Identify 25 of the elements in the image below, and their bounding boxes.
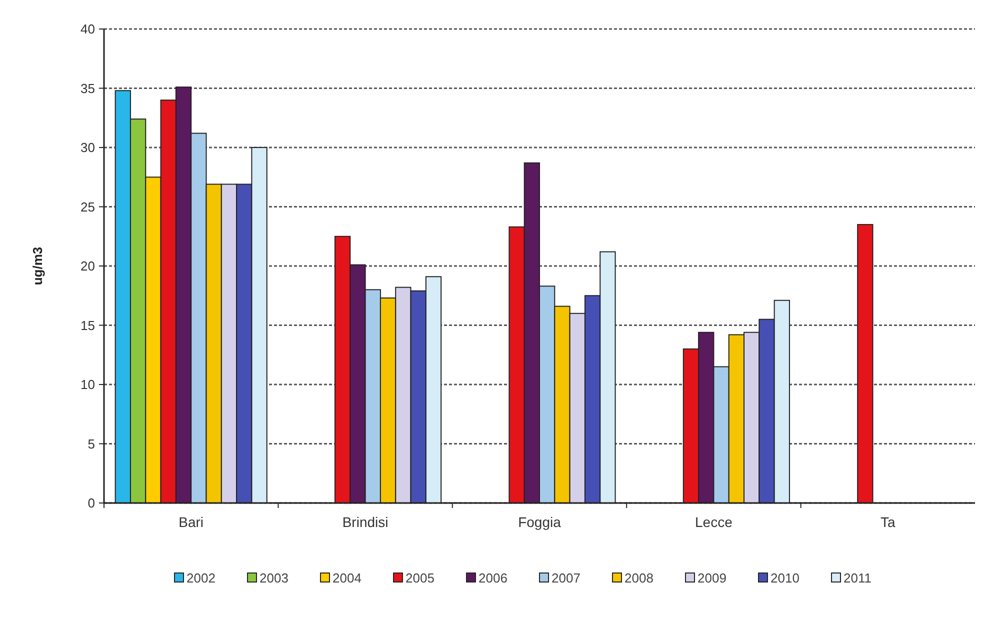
y-tick-label: 25 — [80, 199, 95, 214]
x-tick-label: Lecce — [695, 514, 733, 530]
legend-label: 2009 — [698, 570, 726, 586]
x-tick-label: Brindisi — [342, 514, 388, 530]
y-axis-title: ug/m3 — [30, 246, 45, 286]
y-tick-label: 20 — [80, 258, 95, 274]
legend-label: 2008 — [624, 570, 654, 586]
legend-label: 2011 — [844, 570, 872, 586]
legend-label: 2002 — [186, 570, 216, 586]
y-tick-label: 15 — [80, 318, 95, 333]
legend-label: 2006 — [478, 570, 508, 586]
legend-label: 2003 — [260, 570, 288, 586]
legend-label: 2010 — [770, 570, 800, 586]
y-tick-label: 0 — [88, 496, 95, 511]
y-tick-label: 30 — [80, 140, 95, 156]
legend-label: 2005 — [406, 570, 434, 586]
y-tick-label: 35 — [80, 80, 95, 96]
x-tick-label: Foggia — [518, 514, 562, 530]
legend-label: 2007 — [552, 570, 580, 586]
x-tick-label: Bari — [178, 514, 204, 530]
y-tick-label: 40 — [80, 22, 95, 37]
y-tick-label: 5 — [88, 436, 95, 452]
y-tick-label: 10 — [80, 377, 95, 392]
legend-label: 2004 — [332, 570, 362, 586]
x-tick-label: Ta — [880, 514, 896, 530]
